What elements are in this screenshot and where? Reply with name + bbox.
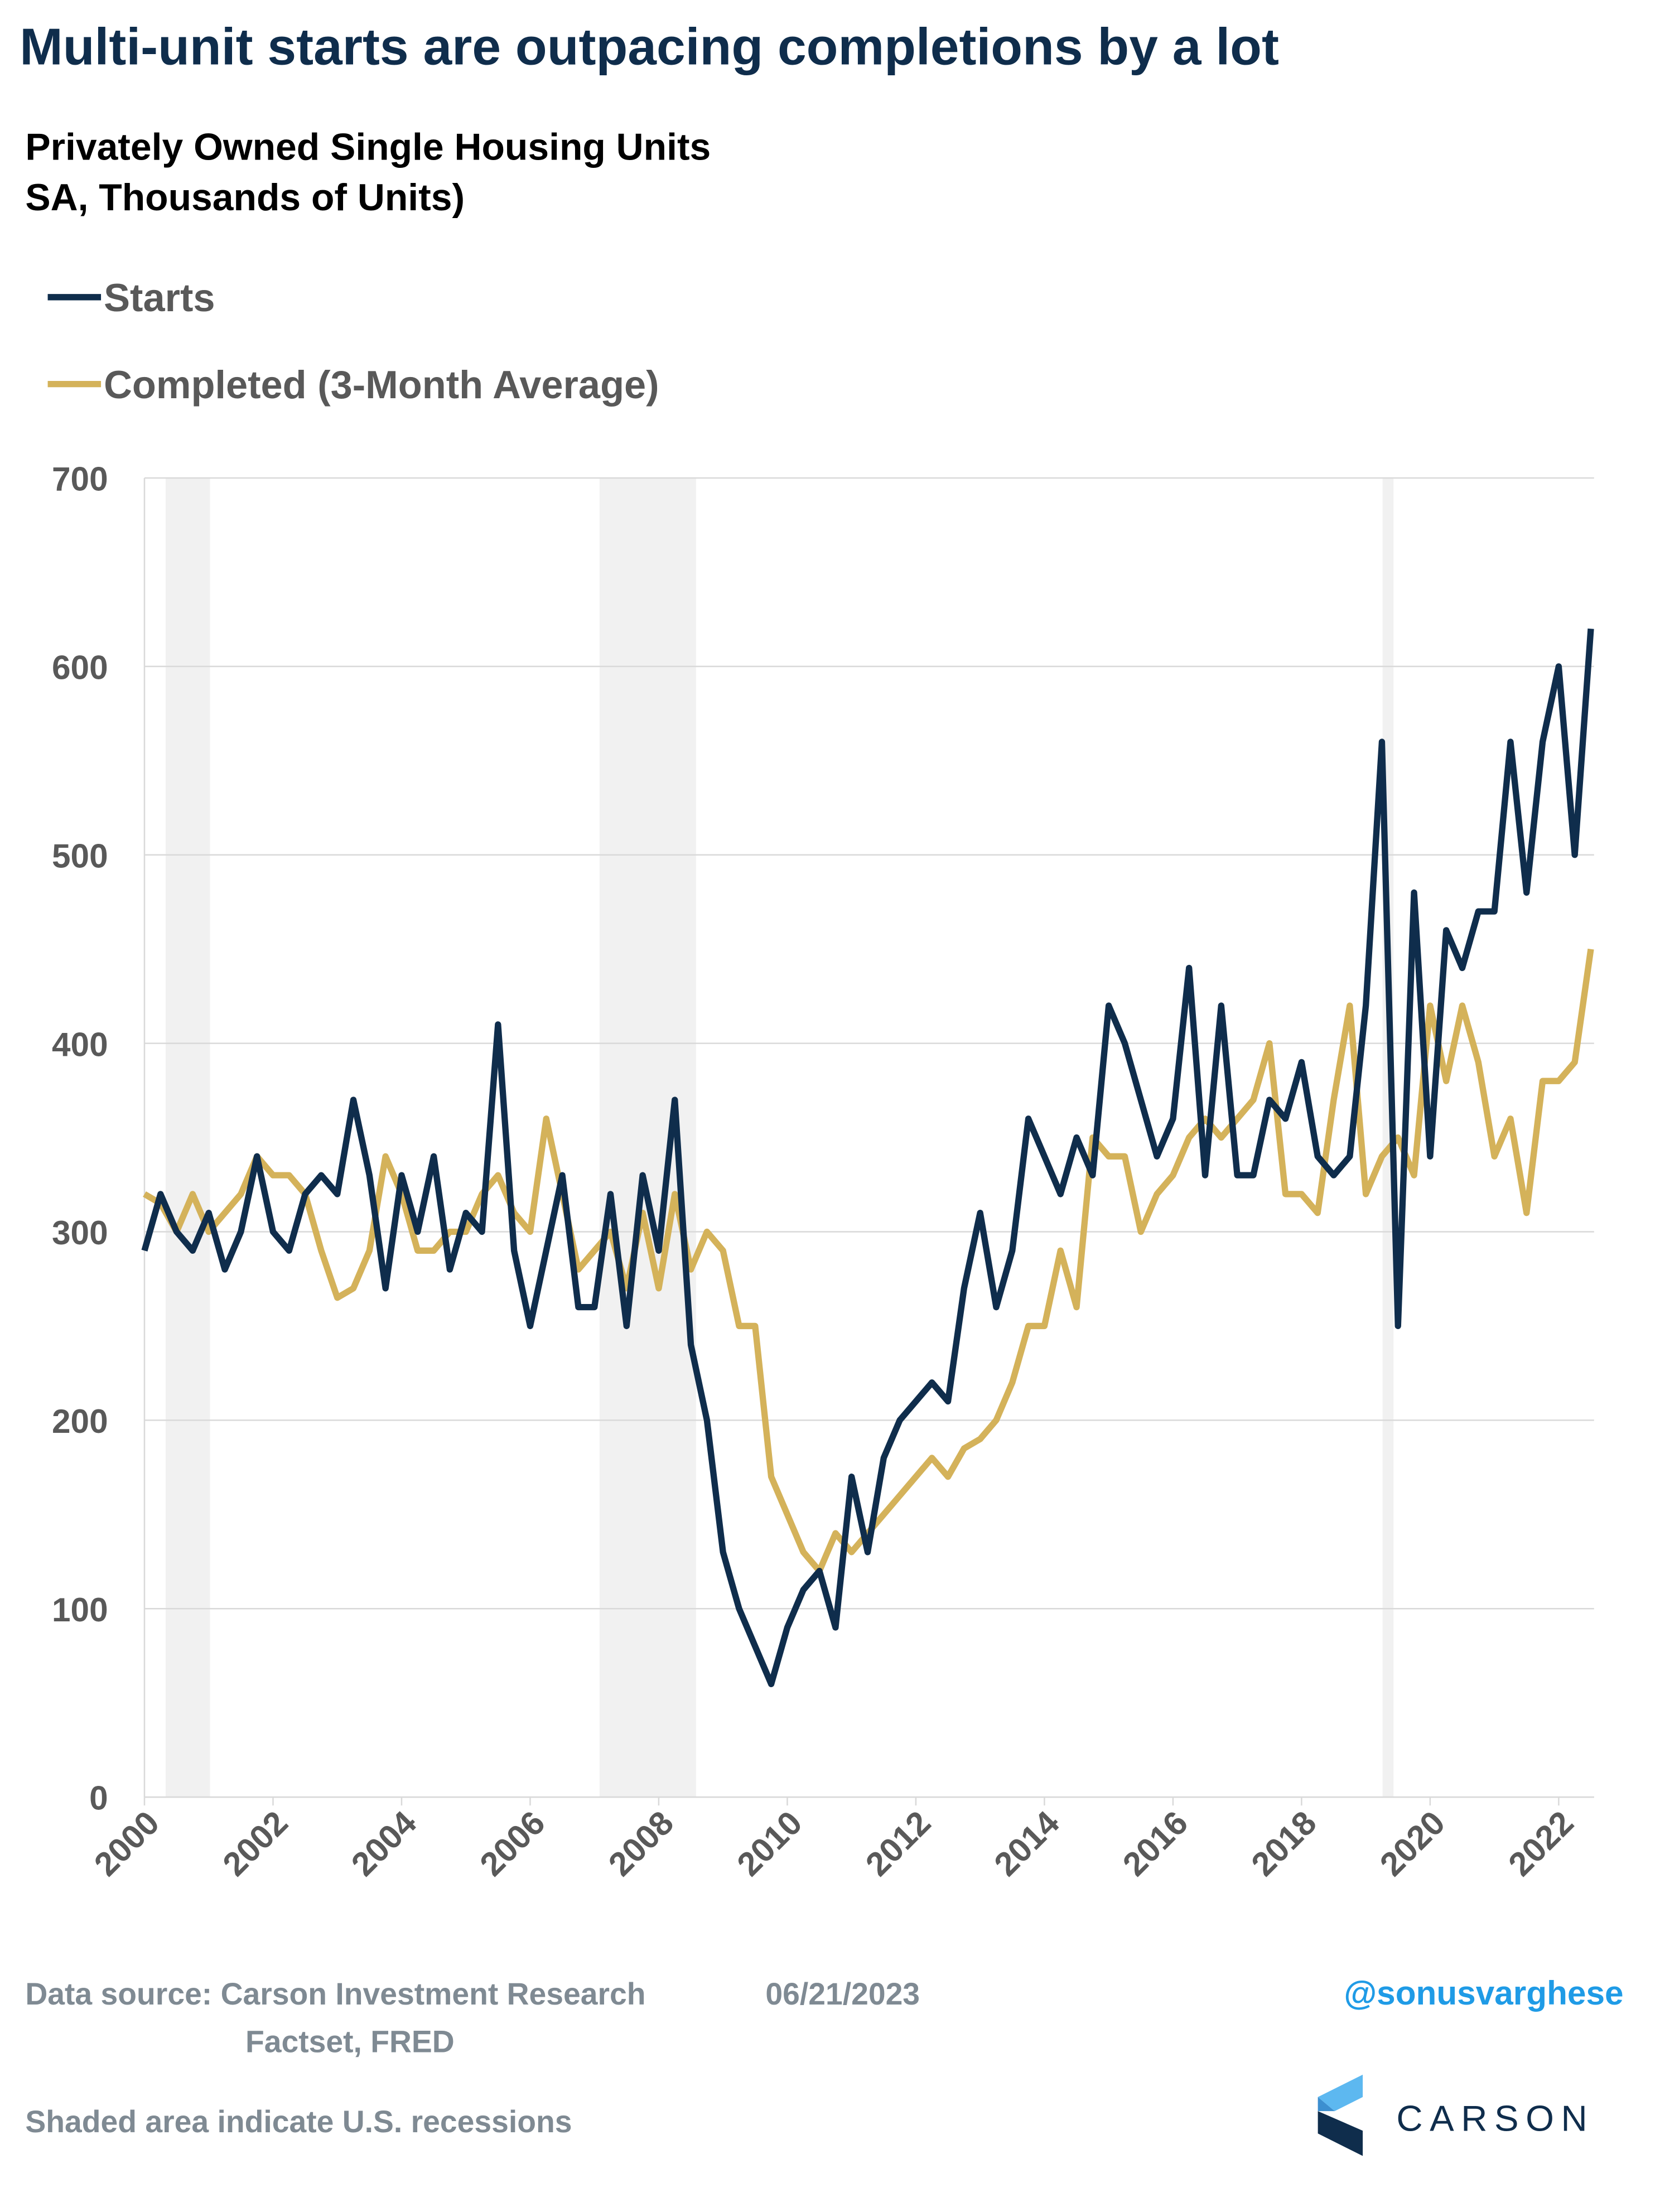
recession-shade (599, 478, 696, 1798)
source-date: 06/21/2023 (765, 1977, 920, 2011)
y-tick-label: 200 (52, 1402, 108, 1440)
subtitle: SA, Thousands of Units) (25, 177, 465, 219)
x-tick-label: 2016 (1115, 1803, 1195, 1883)
subtitle: Privately Owned Single Housing Units (25, 127, 711, 168)
y-tick-label: 100 (52, 1591, 108, 1629)
handle: @sonusvarghese (1344, 1974, 1623, 2012)
source: Data source: Carson Investment Research (25, 1977, 645, 2011)
legend-label: Completed (3-Month Average) (104, 363, 659, 407)
x-tick-label: 2008 (601, 1803, 681, 1883)
y-tick-label: 700 (52, 460, 108, 498)
x-tick-label: 2014 (987, 1803, 1067, 1883)
note: Shaded area indicate U.S. recessions (25, 2104, 572, 2139)
y-tick-label: 0 (89, 1779, 108, 1817)
y-tick-label: 400 (52, 1025, 108, 1063)
series-line (141, 628, 1594, 1688)
x-tick-label: 2010 (730, 1803, 809, 1883)
x-tick-label: 2006 (472, 1803, 552, 1883)
x-tick-label: 2022 (1501, 1803, 1581, 1883)
x-tick-label: 2012 (858, 1803, 938, 1883)
source: Factset, FRED (245, 2025, 455, 2059)
logo (1318, 2074, 1363, 2156)
chart-title: Multi-unit starts are outpacing completi… (20, 18, 1279, 76)
x-tick-label: 2018 (1244, 1803, 1324, 1883)
recession-shade (166, 478, 210, 1798)
y-tick-label: 500 (52, 837, 108, 875)
y-tick-label: 300 (52, 1214, 108, 1252)
y-tick-label: 600 (52, 649, 108, 687)
logo-mark (1318, 2097, 1335, 2112)
x-tick-label: 2002 (215, 1803, 295, 1883)
x-tick-label: 2004 (344, 1803, 423, 1883)
series-line (143, 948, 1594, 1575)
x-tick-label: 2020 (1372, 1803, 1452, 1883)
logo-mark (1318, 2074, 1363, 2112)
legend-label: Starts (104, 276, 215, 320)
logo-mark (1318, 2111, 1363, 2156)
brand: CARSON (1396, 2098, 1594, 2138)
